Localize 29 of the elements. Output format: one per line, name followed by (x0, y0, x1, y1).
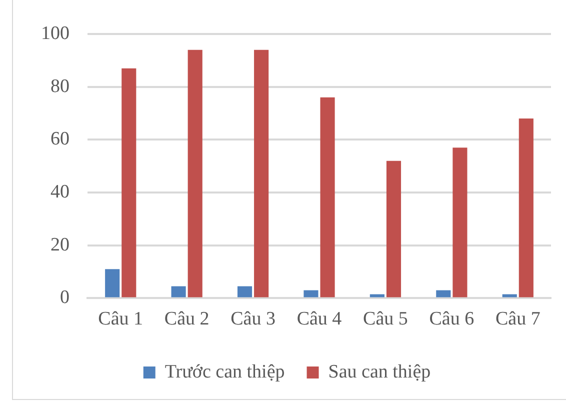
bar (254, 50, 269, 298)
y-tick-label: 0 (60, 287, 70, 308)
bar (452, 148, 468, 298)
bar (171, 286, 186, 298)
y-tick-label: 100 (41, 22, 70, 44)
y-tick-label: 40 (50, 182, 70, 203)
y-tick-label: 60 (50, 128, 70, 150)
bar (122, 68, 136, 298)
bar (518, 118, 534, 298)
bar (436, 290, 451, 298)
bar (237, 286, 252, 298)
x-tick-label: Câu 6 (429, 308, 474, 330)
legend-label: Sau can thiệp (328, 361, 431, 382)
legend-label: Trước can thiệp (164, 361, 285, 382)
x-tick-label: Câu 4 (296, 308, 342, 330)
x-tick-label: Câu 3 (230, 308, 276, 330)
x-tick-label: Câu 1 (98, 308, 144, 330)
bar (386, 160, 402, 298)
x-tick-label: Câu 5 (363, 308, 408, 330)
bar (188, 50, 202, 298)
bar (320, 97, 335, 298)
y-tick-label: 80 (50, 76, 70, 97)
x-tick-label: Câu 2 (164, 308, 210, 330)
bar (304, 290, 318, 298)
y-tick-label: 20 (50, 234, 70, 256)
bar (105, 269, 120, 298)
bar (502, 294, 517, 298)
bar (370, 294, 384, 298)
x-tick-label: Câu 7 (495, 308, 540, 330)
